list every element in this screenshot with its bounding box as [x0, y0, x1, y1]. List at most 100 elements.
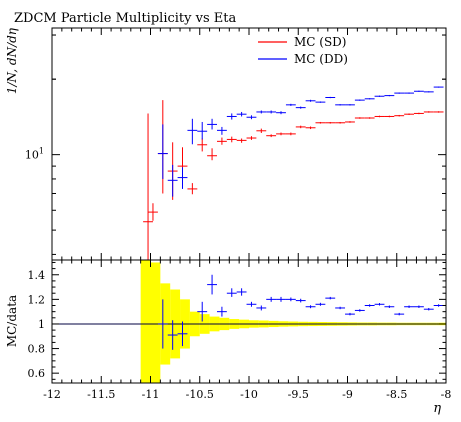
- uncertainty-band: [140, 260, 446, 383]
- ratio-point: [177, 321, 188, 347]
- x-tick-label: -8.5: [386, 388, 407, 401]
- data-point: [187, 118, 198, 145]
- ratio-y-axis-label: MC/data: [5, 295, 19, 347]
- ratio-point: [207, 274, 217, 295]
- svg-text:101: 101: [25, 147, 44, 162]
- main-y-axis-label: 1/N, dN/dη: [5, 27, 19, 94]
- ratio-ticks: [51, 260, 447, 383]
- data-point: [364, 117, 375, 119]
- ratio-point: [433, 304, 444, 307]
- x-tick-labels: -12 -11.5 -11 -10.5 -10 -9.5 -9 -8.5 -8: [43, 388, 451, 401]
- main-frame: [51, 27, 447, 261]
- data-point: [266, 134, 277, 138]
- x-tick-label: -11.5: [87, 388, 115, 401]
- ratio-point: [394, 312, 405, 316]
- data-point: [276, 132, 286, 136]
- data-point: [236, 138, 247, 143]
- ratio-point: [236, 288, 247, 296]
- main-panel: 1/N, dN/dη 101 MC (SD) MC (DD): [5, 27, 447, 261]
- data-point: [315, 101, 326, 103]
- data-point: [325, 121, 336, 124]
- legend-label-sd: MC (SD): [294, 35, 347, 49]
- data-point: [404, 92, 414, 94]
- data-point: [413, 90, 424, 92]
- data-point: [256, 128, 267, 133]
- x-tick-label: -8: [441, 388, 452, 401]
- series-sd: [143, 100, 444, 260]
- data-point: [384, 94, 395, 97]
- legend-entry-sd: MC (SD): [258, 35, 347, 49]
- data-point: [148, 203, 158, 221]
- data-point: [423, 91, 434, 93]
- x-axis-label: η: [433, 401, 441, 416]
- data-point: [157, 124, 168, 179]
- legend-entry-dd: MC (DD): [258, 52, 348, 66]
- x-tick-label: -9.5: [288, 388, 309, 401]
- main-y-tick-base: 10: [25, 149, 39, 162]
- ratio-point: [335, 306, 346, 310]
- legend: MC (SD) MC (DD): [258, 35, 348, 66]
- ratio-point: [256, 305, 267, 311]
- data-point: [354, 117, 365, 119]
- data-point: [364, 98, 375, 100]
- data-point: [423, 111, 434, 113]
- main-marks: [143, 86, 444, 260]
- data-point: [295, 106, 306, 109]
- data-point: [433, 111, 444, 113]
- ratio-marks: [157, 274, 444, 350]
- ratio-point: [285, 297, 296, 302]
- data-point: [197, 138, 208, 152]
- ratio-panel: 0.60.811.21.4 -12 -11.5 -11 -10.5 -10 -9.5 -9-…: [5, 259, 451, 416]
- data-point: [305, 99, 316, 102]
- data-point: [226, 136, 237, 143]
- ratio-point: [276, 296, 286, 302]
- legend-label-dd: MC (DD): [294, 52, 348, 66]
- data-point: [345, 121, 355, 123]
- ratio-point: [295, 298, 306, 303]
- data-point: [404, 113, 414, 115]
- data-point: [187, 183, 198, 195]
- ratio-point: [384, 305, 395, 308]
- data-point: [207, 148, 217, 161]
- data-point: [246, 115, 257, 120]
- data-point: [374, 115, 385, 118]
- data-point: [143, 113, 153, 260]
- data-point: [207, 118, 217, 130]
- ratio-point: [226, 288, 237, 297]
- x-tick-label: -9: [342, 388, 353, 401]
- ratio-point: [325, 296, 336, 300]
- ratio-point: [354, 309, 365, 312]
- data-point: [433, 86, 444, 88]
- ratio-y-tick-label: 1.4: [28, 269, 46, 282]
- series-dd: [157, 86, 444, 197]
- ratio-y-tick-label: 0.6: [28, 367, 46, 380]
- data-point: [335, 121, 346, 124]
- data-point: [374, 95, 385, 97]
- data-point: [167, 164, 178, 197]
- data-point: [216, 137, 227, 145]
- ratio-point: [345, 312, 355, 316]
- data-point: [226, 113, 237, 120]
- ratio-y-tick-labels: 0.6 0.8 1 1.2 1.4: [28, 269, 46, 380]
- ratio-y-tick-label: 1.2: [28, 293, 46, 306]
- ratio-point: [157, 299, 168, 349]
- ratio-point: [315, 302, 326, 306]
- main-y-tick-label: 101: [25, 147, 44, 162]
- data-point: [246, 136, 257, 140]
- ratio-point: [167, 320, 178, 350]
- data-point: [276, 111, 286, 115]
- ratio-y-tick-label: 1: [38, 318, 45, 331]
- ratio-point: [216, 306, 227, 317]
- data-point: [315, 121, 326, 124]
- x-tick-label: -11: [142, 388, 160, 401]
- x-tick-label: -12: [43, 388, 61, 401]
- data-point: [285, 103, 296, 106]
- data-point: [216, 126, 227, 135]
- data-point: [384, 115, 395, 118]
- data-point: [345, 104, 355, 106]
- data-point: [236, 111, 247, 117]
- data-point: [413, 112, 424, 115]
- data-point: [335, 104, 346, 106]
- data-point: [394, 114, 405, 117]
- ratio-point: [364, 304, 375, 307]
